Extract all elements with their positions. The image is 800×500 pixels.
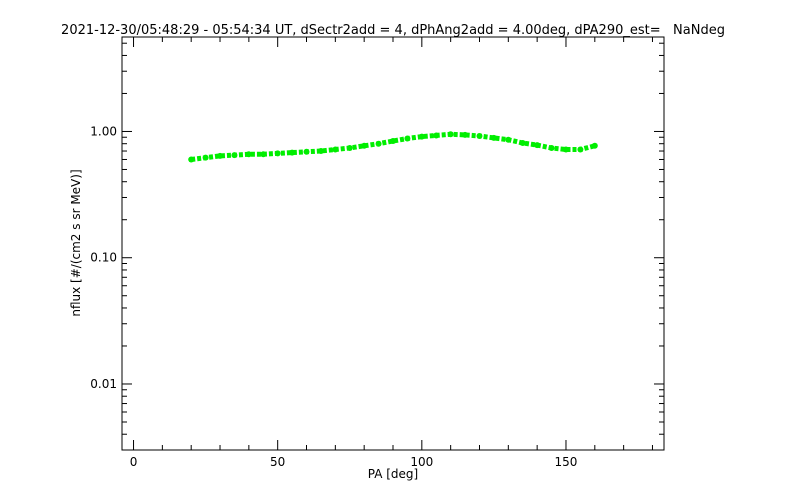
data-point <box>505 136 512 143</box>
y-axis-label: nflux [#/(cm2 s sr MeV)] <box>69 169 83 316</box>
data-point <box>490 134 497 141</box>
plot-frame <box>121 36 665 451</box>
data-point <box>274 150 281 157</box>
data-point <box>332 146 339 153</box>
data-point <box>202 154 209 161</box>
data-point <box>231 152 238 159</box>
data-point <box>562 146 569 153</box>
data-point <box>303 148 310 155</box>
data-point <box>260 151 267 158</box>
data-point <box>447 131 454 138</box>
data-point <box>346 144 353 151</box>
series-line <box>190 131 596 162</box>
y-tick-label: 1.00 <box>90 124 117 138</box>
data-point <box>591 142 598 149</box>
x-axis-label: PA [deg] <box>368 467 418 481</box>
data-point <box>548 144 555 151</box>
data-point <box>375 140 382 147</box>
y-tick-label: 0.01 <box>90 377 117 391</box>
data-point <box>519 140 526 147</box>
data-point <box>217 152 224 159</box>
data-point <box>433 132 440 139</box>
x-tick-label: 0 <box>130 455 138 469</box>
x-tick-label: 150 <box>555 455 578 469</box>
data-point <box>476 133 483 140</box>
x-tick-label: 100 <box>410 455 433 469</box>
data-point <box>245 151 252 158</box>
y-axis: 0.01 0.10 1.00 <box>90 42 664 451</box>
data-point <box>418 133 425 140</box>
chart-title: 2021-12-30/05:48:29 - 05:54:34 UT, dSect… <box>61 23 725 38</box>
x-axis: 0 50 100 150 <box>130 37 653 469</box>
data-point <box>390 138 396 145</box>
y-tick-label: 0.10 <box>90 251 117 265</box>
data-point <box>577 146 584 153</box>
data-point <box>289 149 296 156</box>
data-series <box>188 131 598 163</box>
data-point <box>462 131 469 138</box>
data-point <box>188 156 195 163</box>
data-point <box>361 142 368 149</box>
data-point <box>317 148 324 155</box>
data-point <box>534 142 541 149</box>
data-point <box>404 135 411 142</box>
x-tick-label: 50 <box>270 455 285 469</box>
